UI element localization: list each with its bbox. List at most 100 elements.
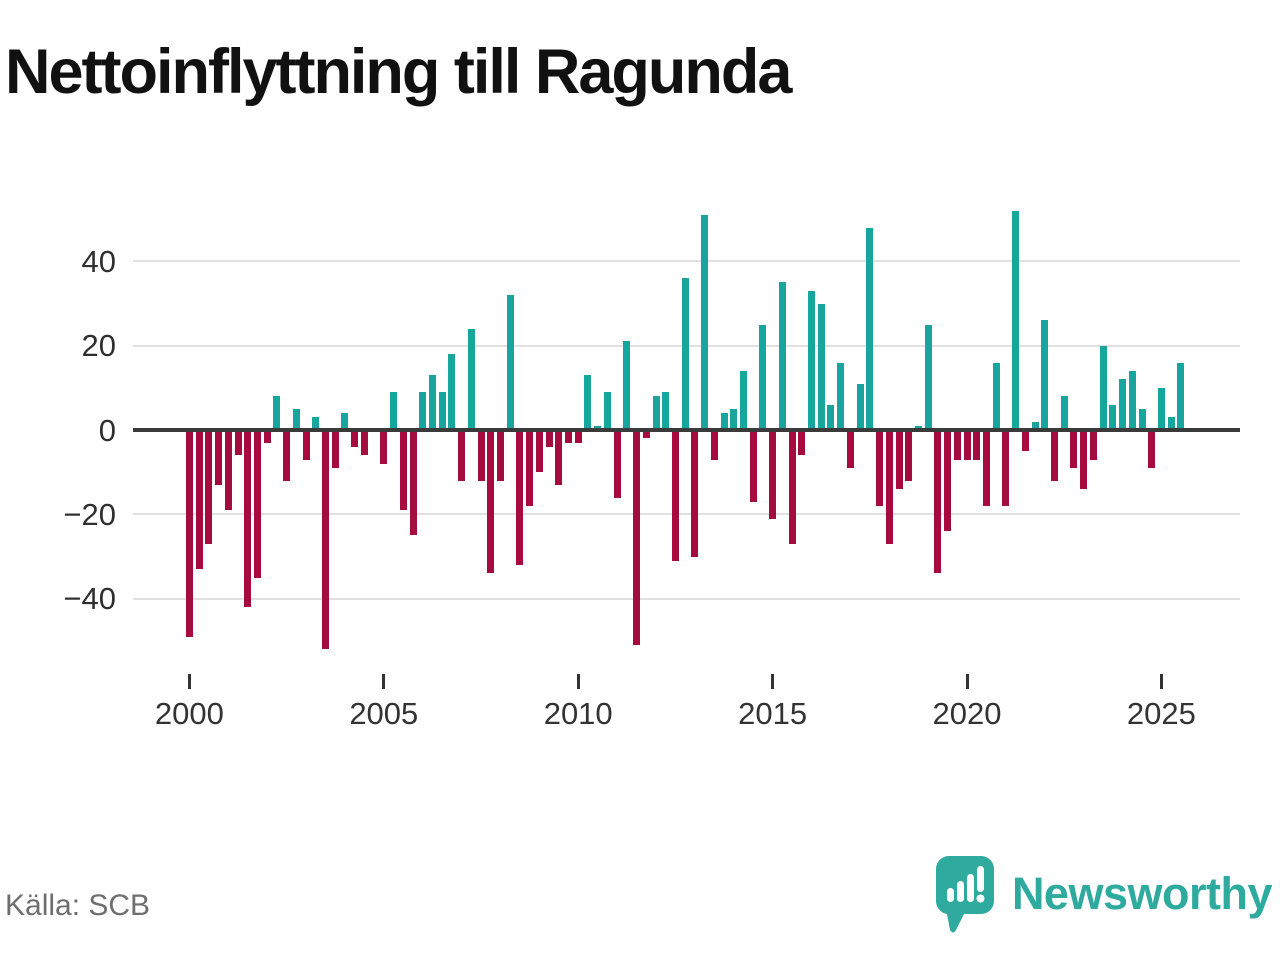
- bar: [973, 430, 981, 460]
- bar: [914, 425, 922, 430]
- x-axis-tick: [382, 674, 386, 689]
- x-axis-label: 2000: [154, 696, 224, 731]
- bar: [953, 430, 961, 460]
- bar: [798, 430, 806, 456]
- bar: [322, 430, 329, 650]
- newsworthy-logo: Newsworthy: [934, 852, 1273, 936]
- newsworthy-logo-icon: [935, 856, 994, 933]
- bar: [360, 430, 368, 456]
- gridline: [133, 513, 1240, 516]
- bar: [263, 430, 271, 443]
- bar: [739, 371, 747, 430]
- bar: [1012, 210, 1020, 430]
- bar: [905, 430, 913, 481]
- bar: [652, 396, 660, 430]
- bar: [302, 430, 310, 460]
- bar: [691, 430, 699, 557]
- bar: [205, 430, 213, 544]
- bar: [982, 430, 990, 506]
- bar: [759, 324, 767, 430]
- bar: [496, 430, 504, 481]
- bar: [701, 214, 709, 430]
- x-axis-tick: [1159, 674, 1163, 689]
- source-note: Källa: SCB: [5, 889, 151, 922]
- bar: [1002, 430, 1010, 506]
- x-axis-label: 2015: [738, 696, 808, 731]
- bar: [934, 430, 942, 574]
- bar: [185, 430, 193, 637]
- bar: [1128, 371, 1136, 430]
- bar: [224, 430, 232, 511]
- bar: [1099, 345, 1107, 430]
- bar: [195, 430, 203, 570]
- bar: [603, 392, 611, 430]
- bar: [992, 362, 1000, 430]
- bar: [1060, 396, 1068, 430]
- bar: [613, 430, 621, 498]
- bar: [837, 362, 845, 430]
- bar: [292, 408, 300, 430]
- gridline: [133, 597, 1240, 600]
- newsworthy-logo-text: Newsworthy: [1011, 868, 1273, 919]
- x-axis-tick: [576, 674, 580, 689]
- x-axis-tick: [771, 674, 775, 689]
- bar: [283, 430, 291, 481]
- bar: [827, 404, 835, 430]
- bar: [409, 430, 417, 536]
- chart-title: Nettoinflyttning till Ragunda: [5, 37, 792, 107]
- bar: [584, 375, 592, 430]
- bar: [681, 278, 689, 430]
- bar: [1119, 379, 1126, 430]
- bar: [351, 430, 359, 447]
- bar: [253, 430, 261, 578]
- bar: [555, 430, 563, 485]
- bar: [477, 430, 485, 481]
- bar: [944, 430, 952, 532]
- y-axis-label: −20: [63, 496, 116, 532]
- bar: [876, 430, 883, 506]
- plot-area: 40 20 0 −20 −40 2000 2005 2010 2015 2020 2025: [63, 210, 1240, 731]
- gridline: [133, 260, 1240, 263]
- bar: [1177, 362, 1185, 430]
- bar: [1138, 408, 1146, 430]
- x-axis-tick: [965, 674, 969, 689]
- bar: [924, 324, 932, 430]
- x-axis-label: 2020: [932, 696, 1002, 731]
- bar: [526, 430, 534, 506]
- bar: [1109, 404, 1117, 430]
- x-axis-label: 2005: [349, 696, 419, 731]
- bar: [788, 430, 796, 544]
- bar: [730, 408, 738, 430]
- bar: [565, 430, 572, 443]
- bar: [633, 430, 640, 646]
- bar: [399, 430, 407, 511]
- y-axis-label: 20: [81, 328, 116, 364]
- bar: [866, 227, 874, 430]
- bar: [535, 430, 543, 473]
- zero-axis-line: [133, 428, 1240, 432]
- bar: [594, 425, 602, 430]
- bar: [506, 295, 514, 430]
- bar: [778, 282, 786, 430]
- bar: [662, 392, 670, 430]
- bar: [1080, 430, 1088, 489]
- bar: [380, 430, 388, 464]
- bar: [487, 430, 495, 574]
- x-axis-label: 2010: [543, 696, 613, 731]
- bar: [885, 430, 893, 544]
- bar: [273, 396, 281, 430]
- bar: [846, 430, 854, 468]
- bar: [749, 430, 757, 502]
- bar: [234, 430, 242, 456]
- bar: [710, 430, 718, 460]
- bar: [467, 328, 475, 430]
- bar: [331, 430, 339, 468]
- bar: [545, 430, 553, 447]
- bar: [963, 430, 971, 460]
- bar: [448, 354, 456, 430]
- bar: [720, 413, 728, 430]
- bar: [623, 341, 631, 430]
- bar: [642, 430, 650, 439]
- bar: [1089, 430, 1097, 460]
